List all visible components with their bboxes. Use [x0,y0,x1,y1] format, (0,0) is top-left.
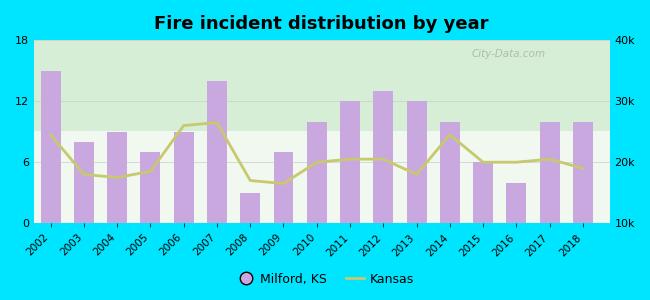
Bar [373,91,393,223]
Title: Fire incident distribution by year: Fire incident distribution by year [155,15,489,33]
Bar [506,183,526,223]
Bar [174,132,194,223]
Bar [540,122,560,223]
Bar [307,122,327,223]
Bar [207,81,227,223]
Bar [340,101,360,223]
Bar [107,132,127,223]
Bar [473,162,493,223]
Bar [140,152,161,223]
Bar [573,122,593,223]
Bar [41,70,60,223]
Bar [407,101,426,223]
Text: City-Data.com: City-Data.com [471,49,545,59]
Legend: Milford, KS, Kansas: Milford, KS, Kansas [231,268,419,291]
Bar [274,152,293,223]
Bar [240,193,260,223]
Bar [74,142,94,223]
Bar [440,122,460,223]
